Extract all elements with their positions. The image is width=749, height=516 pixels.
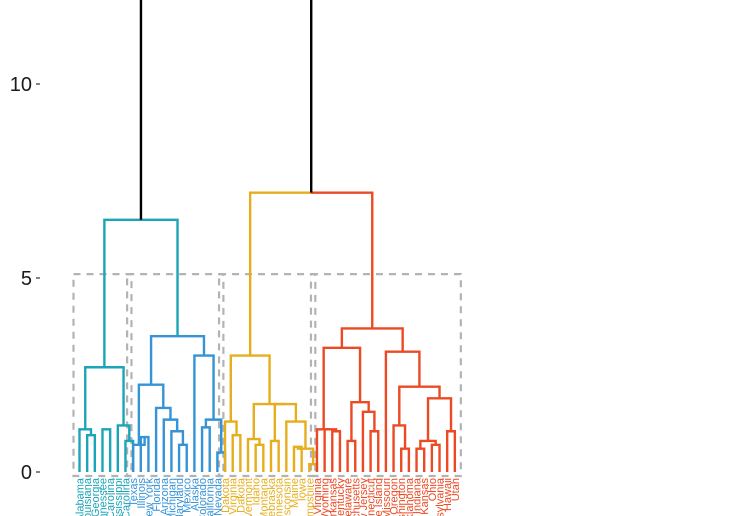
cluster-4-link [346,439,357,472]
cluster-4-link [331,430,342,472]
leaf-label: Oklahoma [404,477,416,516]
cluster-1-link [84,366,125,430]
right-branch-link-left [248,191,312,356]
leaf-label: Louisiana [82,477,94,516]
leaf-label: Connecticut [366,478,378,516]
leaf-label: Arizona [159,477,171,515]
cluster-3-link [292,445,303,472]
leaf-label: Georgia [90,477,102,516]
cluster-3-link [231,433,242,472]
leaf-label: New Jersey [358,478,370,516]
leaf-label: Missouri [381,478,393,516]
leaf-label: Virginia [312,477,324,514]
leaf-label: West Virginia [228,477,240,516]
leaf-label: Mississippi [113,478,125,516]
leaf-label: Tennessee [97,478,109,516]
cluster-4-link [430,443,441,472]
leaf-label: Alabama [75,477,87,516]
leaf-label: Arkansas [327,478,339,516]
cluster-4-link [361,410,376,472]
leaf-label: Wyoming [320,478,332,516]
leaf-label: Maine [289,478,301,508]
leaf-label: Washington [396,478,408,516]
cluster-4-link [350,400,370,441]
leaf-label: Rhode Island [373,478,385,516]
y-axis: 0 5 10 [10,74,40,484]
cluster-4-link [323,428,338,472]
left-branch-link [103,218,179,368]
leaf-label: Vermont [243,478,255,516]
leaf-label: Utah [450,478,462,501]
y-tick-label: 5 [21,268,32,290]
cluster-4-link [398,385,441,426]
leaf-label: Colorado [197,478,209,516]
y-tick-label: 0 [21,462,32,484]
leaf-label: California [205,477,217,516]
leaf-label: Indiana [412,477,424,514]
leaf-label: Delaware [343,478,355,516]
cluster-2-cut-box [126,273,225,478]
y-tick-label: 10 [10,74,32,96]
cluster-4-link [400,447,411,472]
leaf-label: North Dakota [235,477,247,516]
cluster-4-link [322,346,362,430]
leaf-label: Montana [258,477,270,516]
leaf-label: Ohio [427,478,439,501]
cluster-cut-boxes [72,273,462,478]
leaf-label: New York [143,478,155,516]
cluster-2-link [200,426,211,472]
cluster-3-link [229,354,271,422]
leaf-label: North Carolina [105,477,117,516]
leaf-label: Oregon [389,478,401,515]
cluster-1-cut-box [72,273,133,478]
leaf-label: Nevada [212,477,224,516]
leaf-label: Minnesota [274,477,286,516]
cluster-4-link [315,428,331,472]
dendrogram-links [78,0,457,472]
leaf-label: Texas [128,478,140,507]
leaf-label: New Mexico [182,478,194,516]
leaf-label: Massachusetts [350,478,362,516]
right-branch-link-right [311,191,374,329]
leaf-label: Kansas [419,478,431,515]
leaf-label: Idaho [251,478,263,506]
cluster-1-link [85,433,97,472]
leaf-label: Michigan [166,478,178,516]
cluster-2-link [177,443,188,472]
cluster-4-link [415,447,426,472]
leaf-label: New Hampshire [304,478,316,516]
cluster-3-link [223,420,238,472]
leaf-label: Alaska [189,477,201,511]
cluster-4-cut-box [309,273,462,478]
cluster-4-link [445,430,457,472]
leaf-label: South Dakota [220,477,232,516]
root-link [139,0,313,220]
leaf-label: Iowa [297,477,309,501]
cluster-1-link [101,428,112,472]
leaf-label: Kentucky [335,478,347,516]
leaf-label: South Carolina [120,477,132,516]
leaf-label: Florida [151,477,163,512]
leaf-label: Illinois [136,478,148,509]
cluster-3-link [269,439,280,472]
cluster-3-cut-box [217,273,317,478]
leaf-label: Hawaii [442,478,454,511]
cluster-2-link [137,383,165,445]
cluster-2-link [170,430,185,472]
cluster-4-link [384,350,421,472]
cluster-2-link [149,335,206,385]
cluster-4-link [369,430,380,472]
leaf-label: Wisconsin [281,478,293,516]
leaf-label: Pennsylvania [435,477,447,516]
leaf-label: Nebraska [266,477,278,516]
leaf-label: Maryland [174,478,186,516]
cluster-3-link [252,402,286,440]
cluster-3-link [254,443,265,472]
